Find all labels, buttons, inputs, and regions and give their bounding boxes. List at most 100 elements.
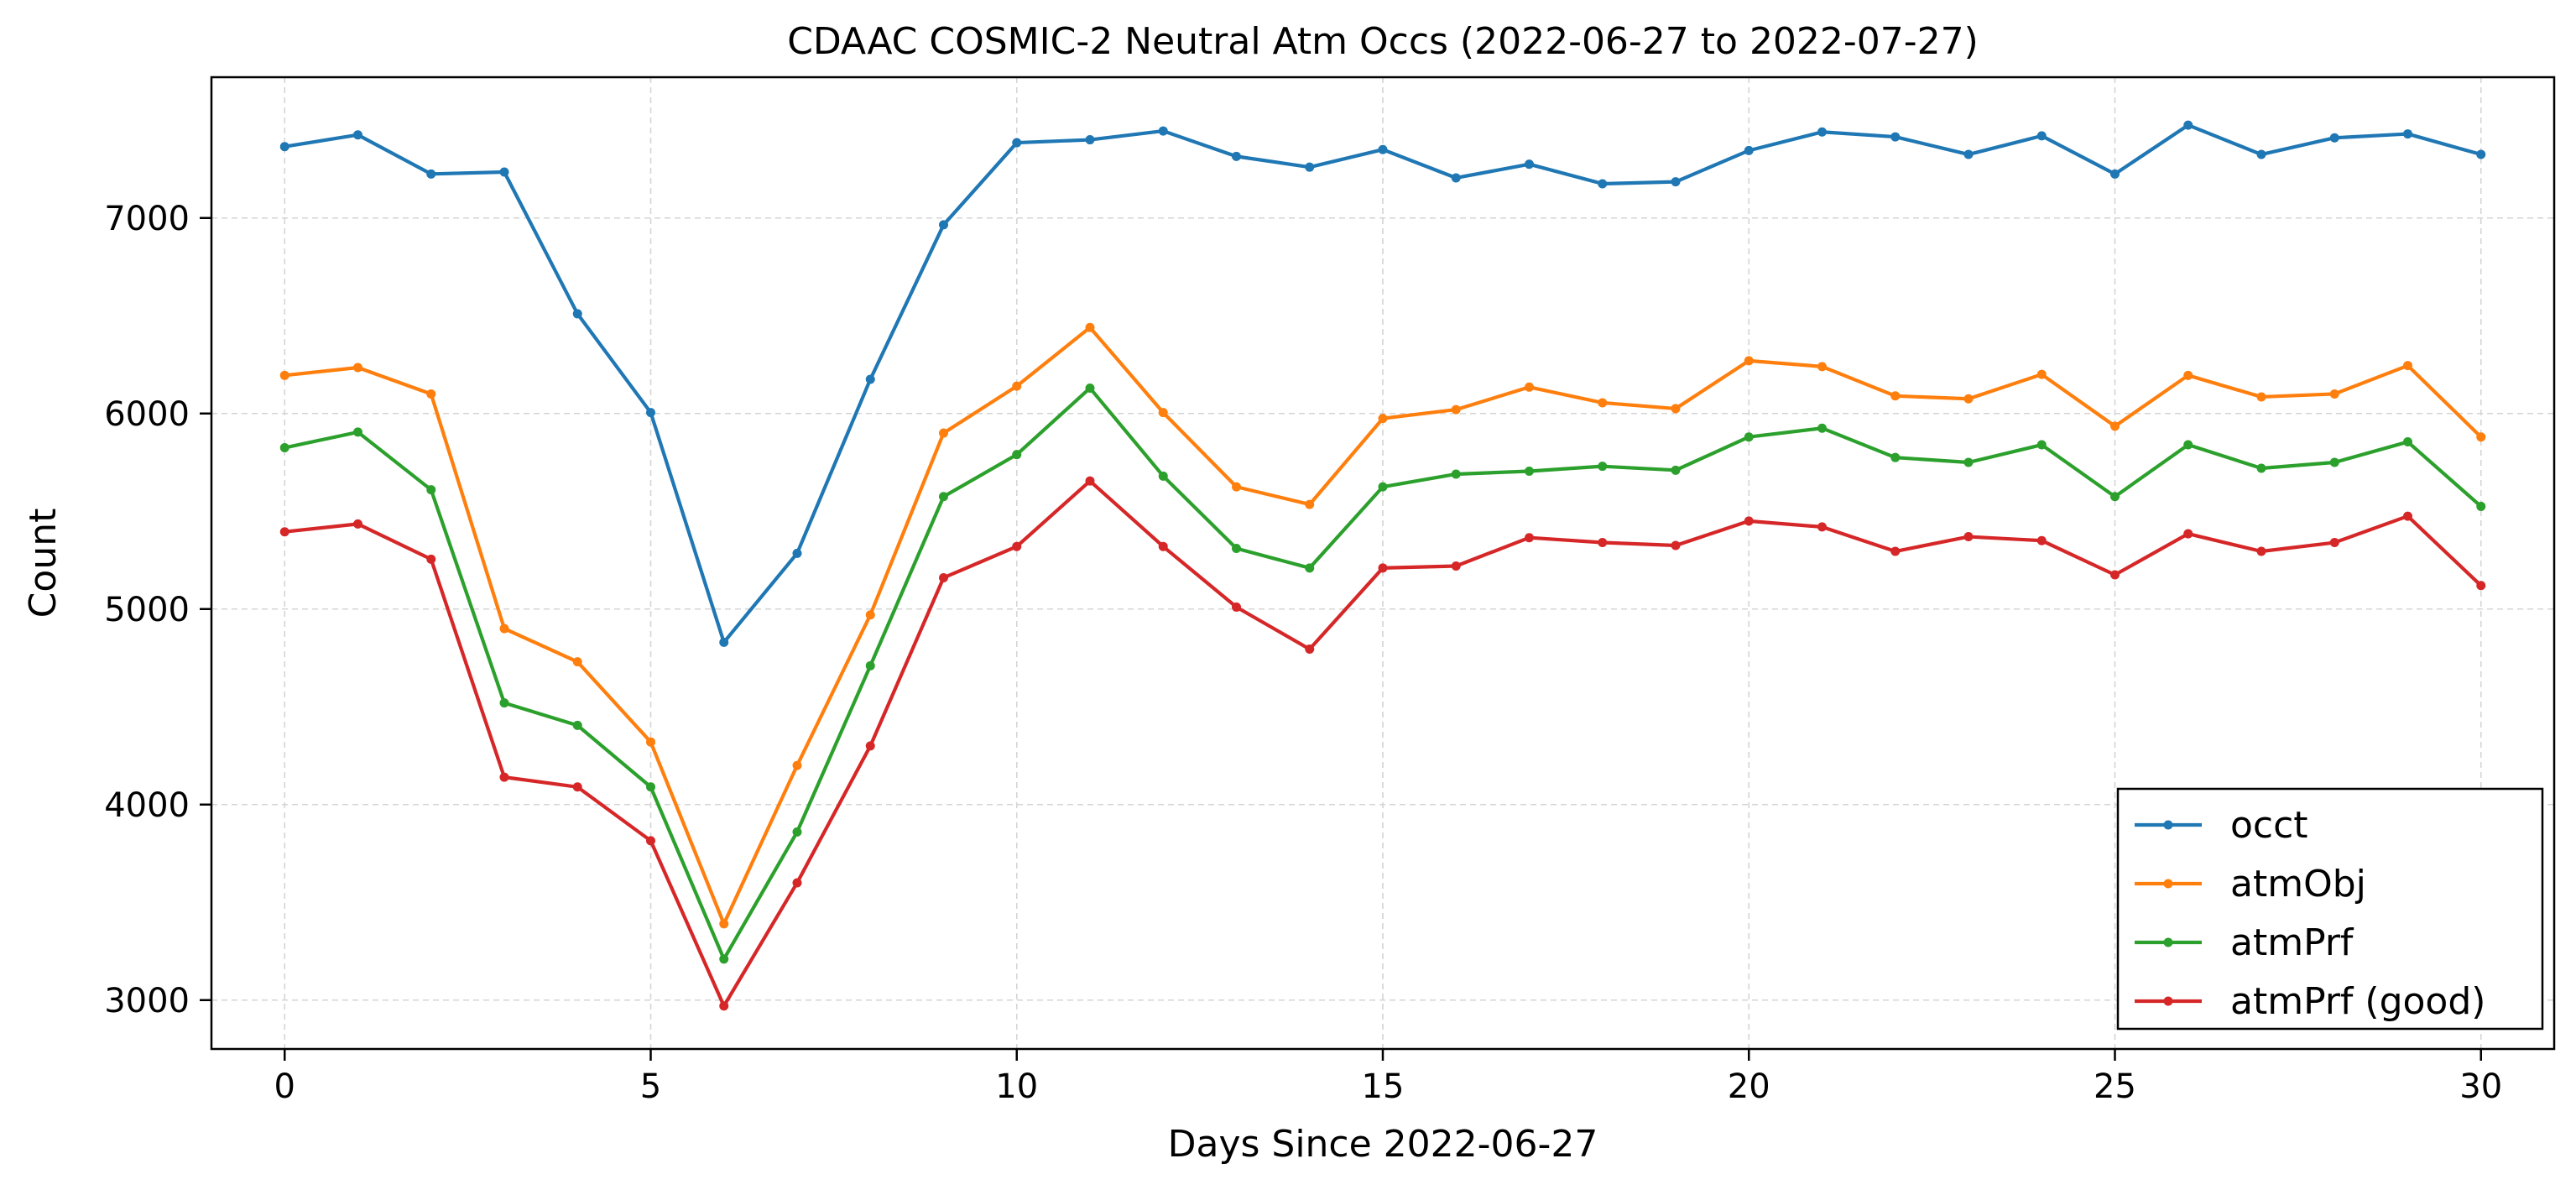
data-point [1890,452,1901,462]
data-point [2329,538,2339,548]
data-point [1817,127,1827,137]
series-layer [279,120,2486,1011]
data-point [1378,563,1388,573]
data-point [1598,538,1608,548]
data-point [719,954,729,964]
data-point [1305,499,1315,509]
data-point [2110,570,2120,580]
data-point [939,428,948,438]
data-point [1671,540,1681,551]
data-point [1085,135,1095,145]
data-point [2183,370,2193,380]
data-point [2476,432,2486,442]
data-point [1890,132,1901,142]
data-point [2476,501,2486,511]
y-tick-label: 7000 [104,200,190,238]
data-point [1305,563,1315,573]
data-point [499,698,509,708]
data-point [1671,404,1681,414]
data-point [2110,421,2120,431]
data-point [646,737,655,747]
data-point [1158,471,1168,481]
data-point [792,827,802,837]
data-point [2036,440,2047,450]
data-point [865,610,875,620]
legend-marker [2163,937,2173,947]
legend-label: occt [2230,804,2308,847]
legend-label: atmObj [2230,863,2366,905]
data-point [1744,145,1754,155]
data-point [353,427,362,437]
data-point [279,370,289,380]
data-point [1085,476,1095,486]
data-point [1963,457,1974,467]
legend-item-atmprf-good: atmPrf (good) [2135,980,2485,1023]
data-point [2256,546,2266,556]
data-point [719,1001,729,1011]
data-point [499,772,509,782]
data-point [1305,162,1315,172]
y-tick-label: 4000 [104,786,190,825]
data-point [1744,516,1754,526]
y-tick-label: 5000 [104,591,190,629]
data-point [2110,492,2120,502]
data-point [1598,179,1608,189]
data-point [1671,465,1681,475]
data-point [2036,535,2047,545]
data-point [646,408,655,418]
data-point [2329,133,2339,143]
data-point [2183,120,2193,130]
data-point [1012,138,1022,148]
data-point [572,720,582,730]
data-point [1890,391,1901,401]
data-point [865,374,875,384]
data-point [1525,466,1534,476]
y-tick-label: 6000 [104,395,190,434]
series-atmprf-good [279,476,2486,1011]
data-point [1232,544,1241,554]
legend-label: atmPrf (good) [2230,980,2485,1023]
data-point [719,637,729,647]
data-point [426,485,436,495]
x-tick-label: 20 [1728,1067,1770,1106]
data-point [1817,423,1827,433]
data-point [865,660,875,671]
data-point [2256,149,2266,159]
data-point [1817,522,1827,532]
data-point [2036,131,2047,141]
legend-frame [2116,787,2544,1031]
data-point [2403,511,2412,521]
data-point [426,554,436,564]
data-point [2476,149,2486,159]
data-point [279,443,289,453]
data-point [2256,392,2266,402]
data-point [1744,356,1754,366]
axis-ticks: 0 5 10 15 20 25 30 3000 4000 5000 6000 7000 [104,200,2502,1106]
series-atmobj [279,322,2486,929]
x-tick-label: 5 [640,1067,661,1106]
data-point [2329,389,2339,399]
legend-marker [2163,820,2173,830]
data-point [1890,546,1901,556]
data-point [1085,322,1095,332]
data-point [353,363,362,373]
data-point [1305,644,1315,655]
data-point [426,169,436,179]
data-point [2403,437,2412,447]
x-axis-label: Days Since 2022-06-27 [1168,1123,1598,1166]
data-point [572,657,582,667]
legend-item-occt: occt [2135,804,2308,847]
series-occt [279,120,2486,647]
x-tick-label: 0 [274,1067,295,1106]
data-point [1232,602,1241,612]
chart-title: CDAAC COSMIC-2 Neutral Atm Occs (2022-06… [787,20,1979,63]
data-point [2183,440,2193,450]
data-point [1451,561,1461,571]
data-point [1378,414,1388,424]
data-point [2403,361,2412,371]
data-point [792,760,802,770]
data-point [1817,362,1827,372]
data-point [2110,169,2120,179]
legend-label: atmPrf [2230,921,2354,964]
